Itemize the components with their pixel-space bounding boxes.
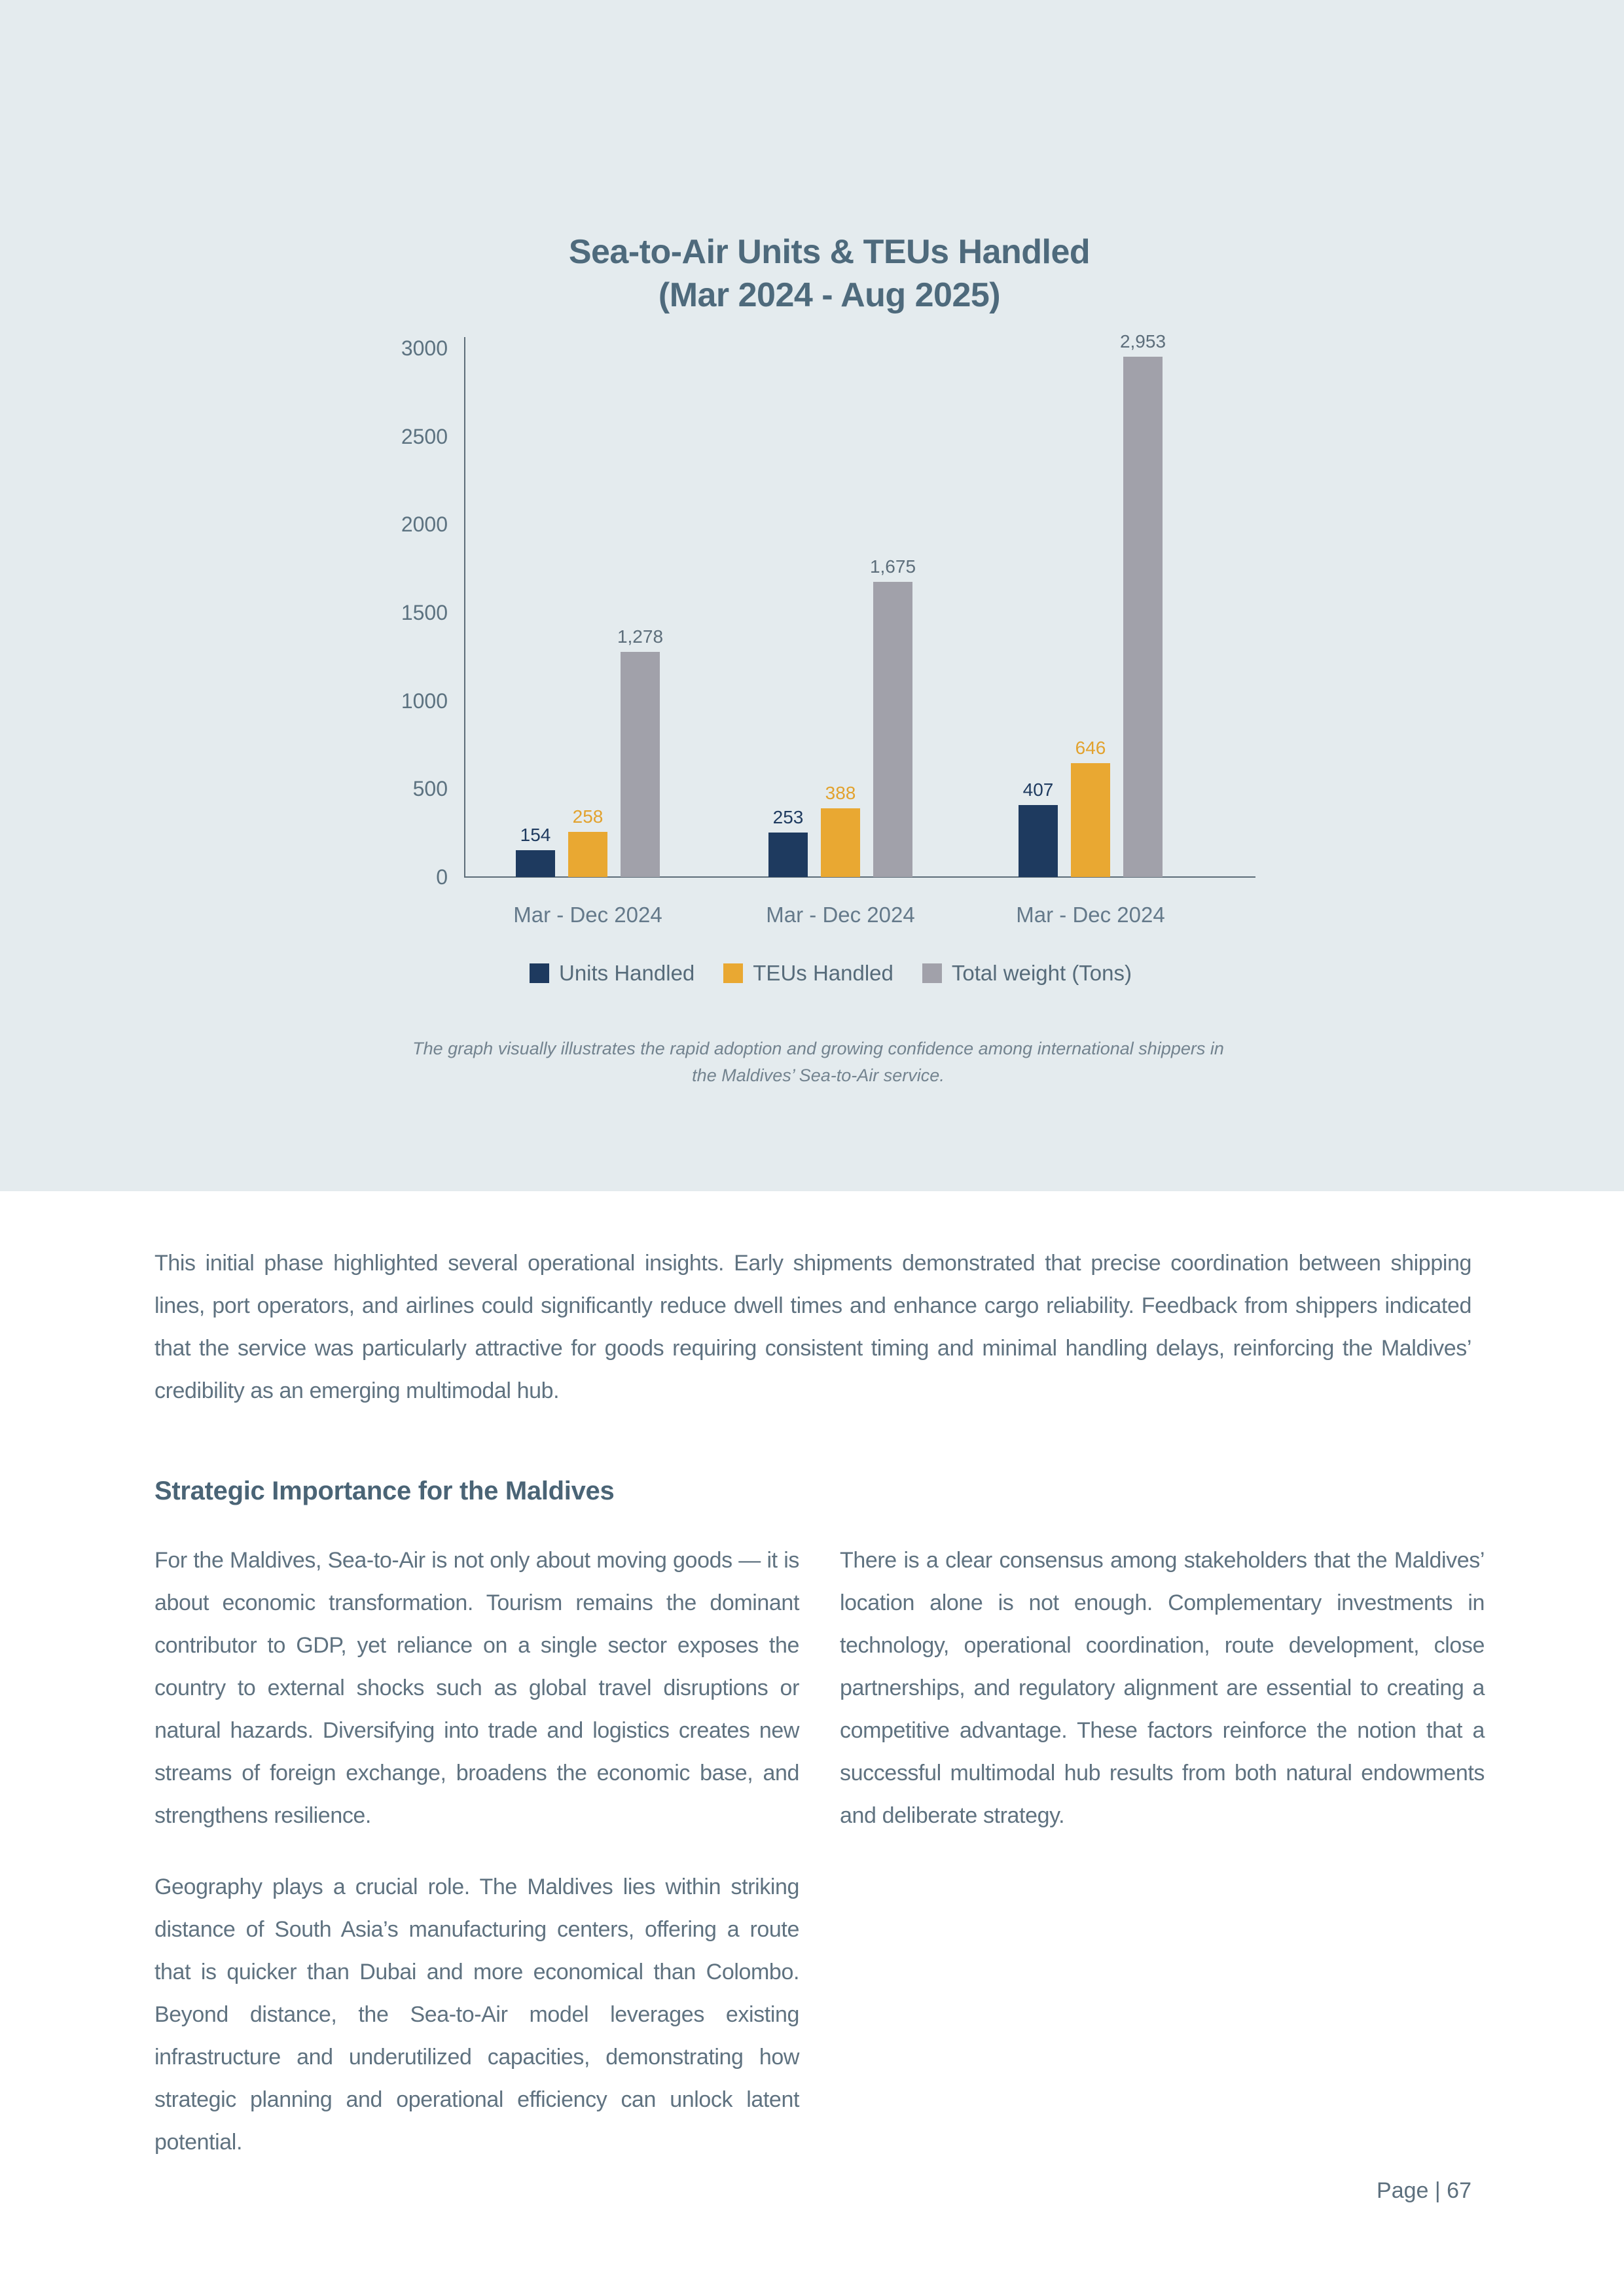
- chart-legend: Units Handled TEUs Handled Total weight (T…: [529, 961, 1132, 986]
- legend-item: Total weight (Tons): [922, 961, 1132, 986]
- legend-swatch-icon: [922, 963, 942, 983]
- bar-value-label: 1,675: [869, 556, 916, 577]
- x-axis-label: Mar - Dec 2024: [766, 903, 915, 927]
- left-column-paragraph-1: For the Maldives, Sea-to-Air is not only…: [154, 1548, 799, 1828]
- bar-units-handled-group1: [516, 850, 555, 877]
- y-tick-label: 3000: [401, 336, 448, 360]
- y-tick-label: 500: [412, 777, 448, 801]
- legend-swatch-icon: [529, 963, 549, 983]
- x-axis-line: [464, 876, 1255, 878]
- y-tick-label: 1500: [401, 601, 448, 624]
- bar-value-label: 646: [1075, 738, 1106, 758]
- y-tick-label: 1000: [401, 689, 448, 713]
- right-column-paragraph-1: There is a clear consensus among stakeho…: [840, 1548, 1485, 1828]
- bar-units-handled-group2: [768, 833, 808, 877]
- chart-panel: Sea-to-Air Units & TEUs Handled (Mar 202…: [0, 0, 1624, 1191]
- body-paragraph: This initial phase highlighted several o…: [154, 1251, 1471, 1403]
- bar-value-label: 253: [772, 807, 804, 827]
- bar-teus-handled-group2: [821, 808, 860, 877]
- bar-value-label: 388: [825, 783, 856, 803]
- chart-caption: The graph visually illustrates the rapid…: [412, 1039, 1224, 1085]
- y-tick-label: 2000: [401, 512, 448, 537]
- bar-value-label: 258: [572, 806, 604, 827]
- bar-total-weight-tons--group3: [1123, 357, 1163, 877]
- legend-label: Total weight (Tons): [951, 961, 1132, 985]
- bar-units-handled-group3: [1019, 805, 1058, 877]
- bar-total-weight-tons--group2: [873, 582, 912, 877]
- bar-value-label: 407: [1022, 780, 1054, 800]
- x-axis-label: Mar - Dec 2024: [1016, 903, 1165, 927]
- legend-item: Units Handled: [529, 961, 695, 986]
- legend-item: TEUs Handled: [723, 961, 893, 986]
- legend-label: TEUs Handled: [753, 961, 893, 985]
- left-column: For the Maldives, Sea-to-Air is not only…: [154, 1539, 799, 2164]
- bar-total-weight-tons--group1: [621, 652, 660, 877]
- bar-teus-handled-group1: [568, 832, 607, 877]
- bar-value-label: 1,278: [617, 626, 664, 647]
- legend-swatch-icon: [723, 963, 744, 983]
- bar-value-label: 154: [520, 825, 551, 845]
- bar-value-label: 2,953: [1119, 331, 1166, 351]
- chart-title: Sea-to-Air Units & TEUs Handled (Mar 202…: [273, 230, 1386, 317]
- right-column: There is a clear consensus among stakeho…: [840, 1539, 1485, 2164]
- y-tick-label: 2500: [401, 424, 448, 448]
- chart-title-line2: (Mar 2024 - Aug 2025): [658, 276, 1001, 314]
- page-number: Page | 67: [1377, 2178, 1471, 2203]
- y-tick-label: 0: [436, 865, 448, 889]
- left-column-paragraph-2: Geography plays a crucial role. The Mald…: [154, 1874, 799, 2155]
- y-axis-line: [464, 337, 465, 878]
- legend-label: Units Handled: [558, 961, 695, 985]
- x-axis-label: Mar - Dec 2024: [513, 903, 662, 927]
- bar-teus-handled-group3: [1071, 763, 1110, 877]
- chart-title-line1: Sea-to-Air Units & TEUs Handled: [568, 233, 1091, 271]
- two-column-text: For the Maldives, Sea-to-Air is not only…: [154, 1539, 1485, 2164]
- section-heading: Strategic Importance for the Maldives: [154, 1477, 615, 1505]
